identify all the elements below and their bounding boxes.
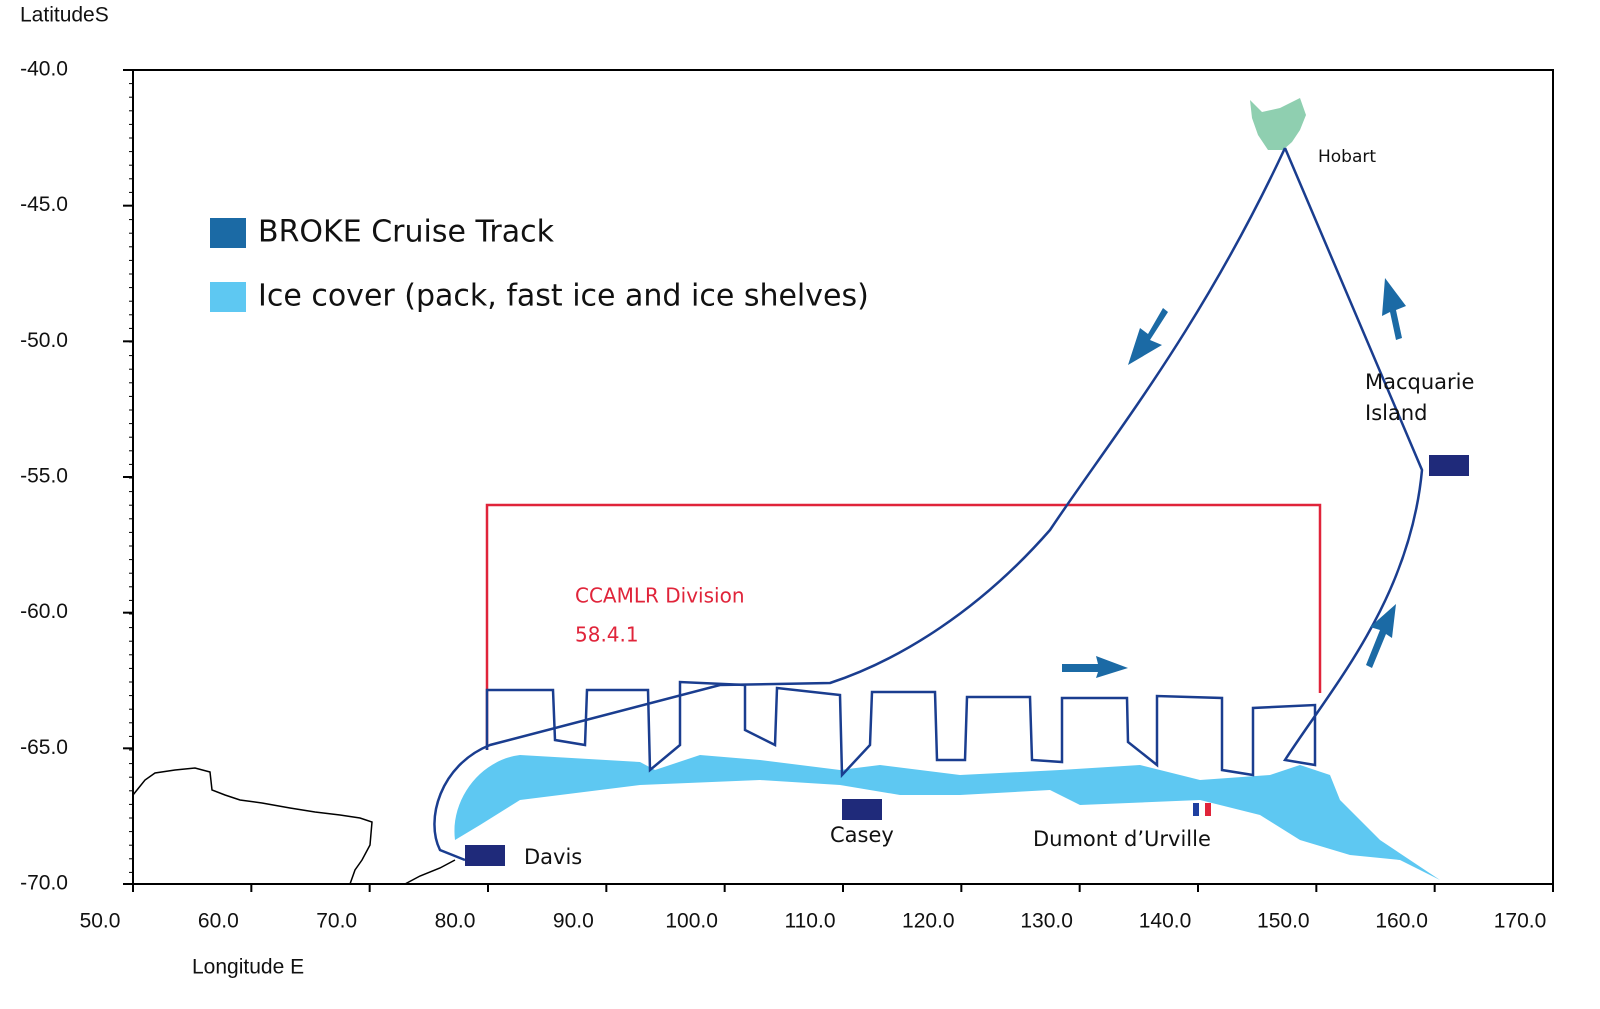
- x-tick-label: 90.0: [553, 910, 594, 933]
- x-tick-label: 100.0: [665, 910, 718, 933]
- y-tick-label: -65.0: [20, 736, 68, 759]
- place-label: Casey: [830, 823, 894, 847]
- direction-arrows: [1062, 278, 1406, 678]
- place-label: Dumont d’Urville: [1033, 827, 1211, 851]
- y-tick-label: -45.0: [20, 193, 68, 216]
- x-axis-title: Longitude E: [192, 956, 304, 979]
- y-tick-label: -60.0: [20, 600, 68, 623]
- place-label: Macquarie: [1365, 370, 1474, 394]
- x-tick-label: 50.0: [80, 910, 121, 933]
- place-label: Davis: [524, 845, 582, 869]
- legend-label: Ice cover (pack, fast ice and ice shelve…: [258, 279, 869, 314]
- ccamlr-boundary: [485, 503, 1322, 750]
- x-tick-label: 150.0: [1257, 910, 1310, 933]
- legend-swatch: [210, 282, 246, 312]
- cruise-track: [433, 147, 1424, 862]
- flag-australia: [1429, 455, 1469, 476]
- place-label: Hobart: [1318, 147, 1376, 167]
- place-label: Island: [1365, 401, 1427, 425]
- flag-france: [1193, 803, 1199, 816]
- arrow: [1366, 604, 1396, 668]
- arrow: [1062, 656, 1128, 678]
- x-tick-label: 110.0: [785, 910, 836, 933]
- track-west: [433, 147, 1287, 862]
- y-tick-label: -40.0: [20, 58, 68, 81]
- flag-france: [1199, 803, 1205, 816]
- x-tick-label: 70.0: [316, 910, 357, 933]
- x-tick-label: 170.0: [1494, 910, 1547, 933]
- division-label: CCAMLR Division: [575, 584, 745, 608]
- flag-australia: [842, 799, 882, 820]
- y-tick-label: -55.0: [20, 465, 68, 488]
- division-label: 58.4.1: [575, 623, 639, 647]
- x-tick-label: 120.0: [902, 910, 955, 933]
- y-tick-label: -70.0: [20, 872, 68, 895]
- legend-label: BROKE Cruise Track: [258, 215, 555, 250]
- x-tick-label: 160.0: [1375, 910, 1428, 933]
- x-tick-label: 80.0: [435, 910, 476, 933]
- coastline: [132, 767, 456, 885]
- arrow: [1382, 278, 1406, 340]
- y-tick-label: -50.0: [20, 329, 68, 352]
- x-tick-label: 140.0: [1139, 910, 1192, 933]
- flag-australia: [465, 845, 505, 866]
- flags: [465, 455, 1469, 866]
- tasmania: [1250, 98, 1306, 150]
- y-axis-title: LatitudeS: [20, 4, 109, 27]
- arrow: [1128, 308, 1168, 365]
- x-tick-label: 60.0: [198, 910, 239, 933]
- x-tick-label: 130.0: [1020, 910, 1073, 933]
- ice-cover: [454, 755, 1440, 880]
- track-survey: [485, 147, 1424, 779]
- legend-swatch: [210, 218, 246, 248]
- plot-frame: [132, 69, 1554, 885]
- flag-france: [1205, 803, 1211, 816]
